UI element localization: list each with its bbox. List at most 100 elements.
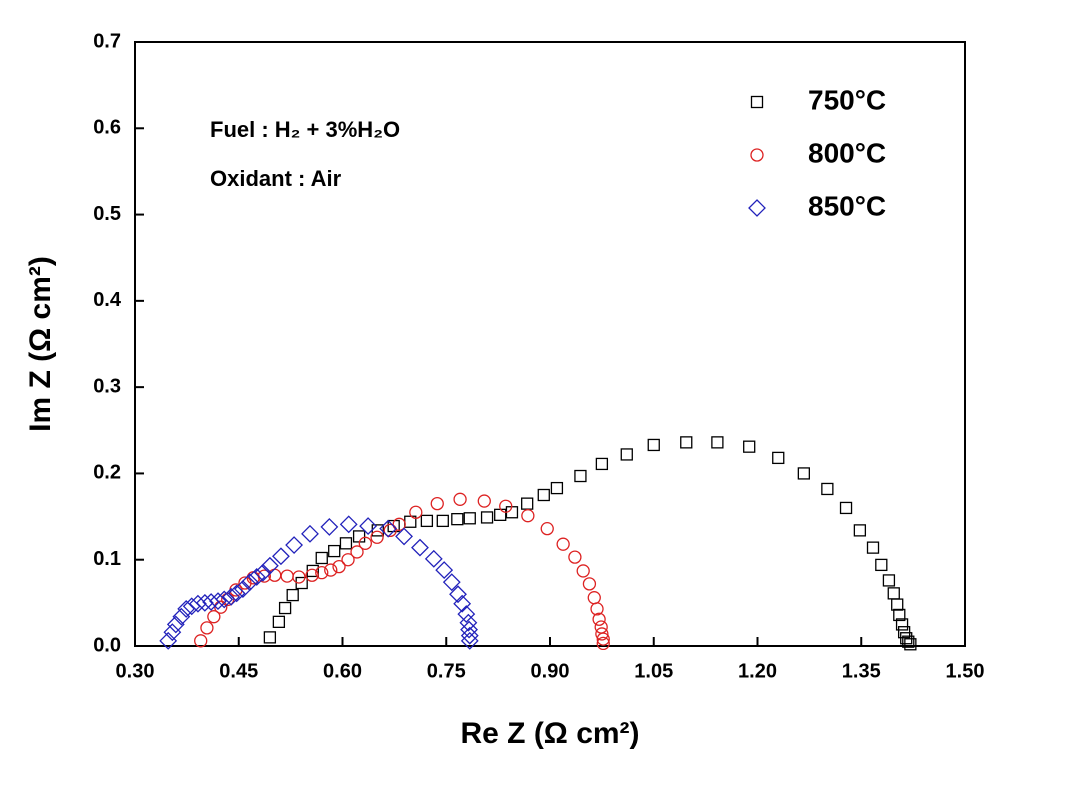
marker-diamond bbox=[163, 623, 182, 642]
marker-square bbox=[328, 544, 341, 558]
marker-square bbox=[463, 512, 476, 525]
marker-circle bbox=[453, 492, 467, 506]
marker-circle bbox=[556, 537, 570, 551]
marker-square bbox=[895, 618, 909, 631]
marker-circle bbox=[499, 499, 513, 513]
marker-diamond bbox=[339, 515, 358, 534]
y-tick-label: 0.3 bbox=[93, 375, 121, 397]
marker-diamond bbox=[222, 587, 241, 606]
marker-circle bbox=[315, 566, 329, 580]
marker-square bbox=[853, 524, 867, 537]
marker-diamond bbox=[320, 518, 339, 536]
x-tick-label: 0.45 bbox=[219, 660, 258, 682]
marker-circle bbox=[194, 634, 208, 648]
marker-square bbox=[904, 638, 917, 651]
marker-circle bbox=[596, 632, 610, 646]
marker-circle bbox=[341, 553, 355, 567]
marker-diamond bbox=[166, 615, 185, 634]
marker-circle bbox=[221, 592, 235, 607]
marker-diamond bbox=[453, 594, 472, 613]
marker-diamond bbox=[435, 561, 454, 579]
y-tick-label: 0.7 bbox=[93, 30, 121, 52]
marker-square bbox=[743, 440, 756, 453]
x-tick-label: 0.30 bbox=[116, 660, 155, 682]
marker-circle bbox=[540, 522, 554, 536]
marker-square bbox=[882, 574, 896, 587]
marker-square bbox=[263, 631, 277, 644]
legend-label: 750°C bbox=[808, 84, 886, 115]
x-tick-label: 1.35 bbox=[842, 660, 881, 682]
marker-diamond bbox=[359, 517, 378, 535]
marker-square bbox=[550, 481, 564, 495]
x-tick-label: 0.75 bbox=[427, 660, 466, 682]
marker-square bbox=[902, 635, 915, 648]
marker-diamond bbox=[460, 631, 479, 650]
marker-circle bbox=[370, 530, 384, 544]
marker-circle bbox=[392, 517, 406, 531]
marker-diamond bbox=[260, 556, 279, 575]
marker-square bbox=[436, 514, 449, 528]
marker-square bbox=[574, 469, 587, 483]
marker-diamond bbox=[209, 592, 227, 611]
marker-circle bbox=[521, 509, 535, 523]
x-tick-label: 0.60 bbox=[323, 660, 362, 682]
marker-diamond bbox=[442, 573, 461, 592]
marker-diamond bbox=[748, 199, 766, 217]
marker-circle bbox=[383, 523, 397, 538]
y-tick-label: 0.4 bbox=[93, 289, 122, 311]
marker-square bbox=[451, 513, 464, 526]
x-tick-label: 1.05 bbox=[634, 660, 673, 682]
marker-square bbox=[286, 588, 299, 602]
marker-diamond bbox=[301, 524, 319, 543]
marker-circle bbox=[592, 612, 606, 626]
marker-diamond bbox=[240, 573, 259, 592]
marker-square bbox=[595, 457, 609, 471]
marker-diamond bbox=[411, 538, 429, 557]
marker-circle bbox=[207, 610, 221, 624]
marker-diamond bbox=[424, 549, 443, 568]
marker-circle bbox=[305, 568, 319, 582]
marker-circle bbox=[332, 559, 346, 574]
marker-diamond bbox=[285, 536, 304, 554]
marker-circle bbox=[750, 148, 764, 162]
x-tick-label: 1.20 bbox=[738, 660, 777, 682]
marker-diamond bbox=[247, 568, 266, 586]
marker-square bbox=[711, 436, 724, 449]
marker-diamond bbox=[379, 519, 398, 538]
marker-diamond bbox=[395, 527, 413, 546]
marker-square bbox=[875, 558, 888, 572]
y-tick-label: 0.1 bbox=[93, 548, 121, 570]
marker-diamond bbox=[449, 585, 467, 604]
marker-diamond bbox=[272, 547, 290, 566]
marker-square bbox=[797, 467, 810, 480]
marker-circle bbox=[596, 636, 610, 651]
marker-diamond bbox=[460, 626, 479, 645]
x-axis-label: Re Z (Ω cm²) bbox=[460, 717, 639, 750]
marker-circle bbox=[358, 536, 372, 550]
marker-square bbox=[480, 511, 494, 524]
y-tick-label: 0.5 bbox=[93, 203, 121, 225]
marker-diamond bbox=[459, 613, 478, 632]
marker-square bbox=[866, 541, 880, 554]
marker-square bbox=[839, 501, 853, 515]
annotation: Oxidant : Air bbox=[210, 166, 342, 191]
x-tick-label: 1.50 bbox=[946, 660, 985, 682]
marker-circle bbox=[568, 550, 582, 564]
marker-circle bbox=[430, 496, 444, 511]
marker-diamond bbox=[177, 599, 196, 618]
marker-circle bbox=[409, 505, 423, 519]
marker-square bbox=[537, 488, 550, 502]
marker-circle bbox=[200, 621, 214, 635]
marker-diamond bbox=[457, 605, 476, 623]
marker-circle bbox=[595, 627, 609, 641]
marker-square bbox=[647, 438, 660, 452]
marker-square bbox=[315, 551, 328, 565]
marker-circle bbox=[576, 564, 590, 578]
marker-diamond bbox=[233, 580, 252, 598]
marker-diamond bbox=[460, 620, 478, 639]
marker-square bbox=[750, 95, 764, 109]
annotation: Fuel : H₂ + 3%H₂O bbox=[210, 117, 400, 142]
marker-square bbox=[772, 451, 785, 465]
marker-square bbox=[339, 537, 353, 550]
marker-circle bbox=[582, 577, 597, 591]
